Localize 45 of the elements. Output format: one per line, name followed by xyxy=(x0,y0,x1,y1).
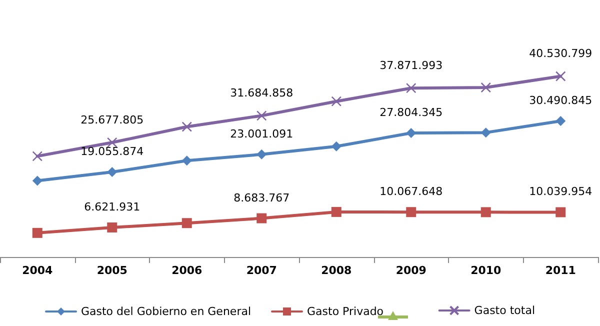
point xyxy=(182,122,192,132)
point xyxy=(256,110,267,121)
data-label: 10.067.648 xyxy=(380,185,443,198)
point xyxy=(331,96,342,106)
point xyxy=(480,128,491,138)
data-label: 31.684.858 xyxy=(230,86,294,100)
x-tick-label: 2008 xyxy=(321,264,352,277)
point xyxy=(107,222,118,232)
data-label: 19.055.874 xyxy=(80,145,144,158)
point xyxy=(182,156,192,166)
point xyxy=(107,167,118,178)
x-tick-label: 2004 xyxy=(22,264,54,277)
data-label: 8.683.767 xyxy=(234,191,290,204)
data-label: 37.871.993 xyxy=(380,59,443,72)
point xyxy=(480,207,491,218)
point xyxy=(406,82,416,94)
x-tick-label: 2010 xyxy=(470,264,502,277)
x-tick-label: 2005 xyxy=(96,264,128,277)
point xyxy=(406,207,416,218)
data-label: 30.490.845 xyxy=(529,94,592,108)
legend-label: Gasto total xyxy=(474,304,536,317)
legend-label: Gasto Privado xyxy=(307,305,384,318)
legend-label: Gasto del Gobierno en General xyxy=(81,305,252,318)
x-tick-label: 2007 xyxy=(246,264,277,277)
data-label: 6.621.931 xyxy=(84,200,140,214)
point xyxy=(556,207,566,218)
data-label: 23.001.091 xyxy=(230,127,294,140)
x-tick-label: 2009 xyxy=(396,264,426,277)
data-label: 25.677.805 xyxy=(80,113,144,126)
point xyxy=(256,149,267,160)
data-label: 27.804.345 xyxy=(380,106,443,119)
x-tick-label: 2011 xyxy=(545,264,576,277)
point xyxy=(32,176,42,186)
point xyxy=(331,141,342,152)
point xyxy=(555,71,566,82)
x-tick-label: 2006 xyxy=(172,264,203,277)
point xyxy=(331,206,342,217)
point xyxy=(480,82,492,93)
point xyxy=(556,116,566,126)
data-label: 40.530.799 xyxy=(529,47,592,60)
point xyxy=(182,218,192,228)
point xyxy=(32,228,42,238)
point xyxy=(32,151,43,162)
data-label: 10.039.954 xyxy=(529,185,592,198)
point xyxy=(256,213,267,224)
